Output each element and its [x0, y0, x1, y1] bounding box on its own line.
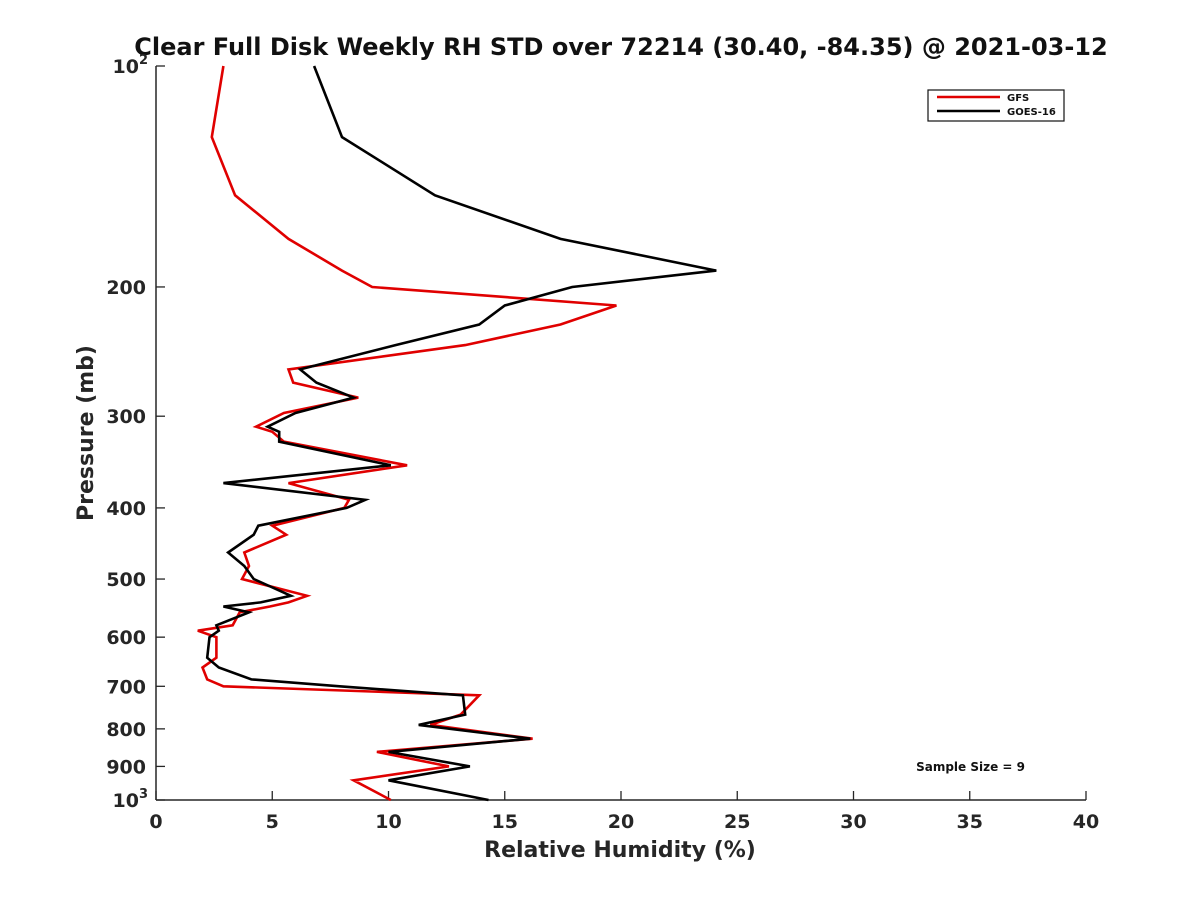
x-tick-label: 40: [1073, 811, 1099, 833]
x-tick-label: 20: [608, 811, 634, 833]
x-tick-label: 15: [492, 811, 518, 833]
legend-label-gfs: GFS: [1007, 93, 1029, 104]
x-tick-label: 30: [840, 811, 866, 833]
legend-box: [927, 89, 1065, 122]
plot-area: 0 5 10 15 20 25 30 35 40 102 200 300 400 500 600 700 800…: [106, 53, 1099, 833]
y-tick-label: 600: [106, 627, 146, 649]
x-tick-label: 25: [724, 811, 750, 833]
y-tick-label: 900: [106, 756, 146, 778]
y-tick-label: 500: [106, 569, 146, 591]
legend: GFS GOES-16: [937, 93, 1056, 118]
sample-size-annotation: Sample Size = 9: [916, 760, 1025, 774]
y-tick-label: 200: [106, 277, 146, 299]
x-tick-label: 35: [957, 811, 983, 833]
series-line-goes-16: [205, 65, 717, 802]
y-tick-label: 700: [106, 676, 146, 698]
y-tick-label: 103: [113, 787, 149, 812]
y-tick-label: 300: [106, 406, 146, 428]
y-tick-label: 400: [106, 498, 146, 520]
x-axis-label: Relative Humidity (%): [484, 838, 756, 863]
y-axis-label: Pressure (mb): [74, 345, 99, 521]
chart-title: Clear Full Disk Weekly RH STD over 72214…: [134, 33, 1107, 61]
x-tick-label: 0: [149, 811, 162, 833]
y-tick-label: 102: [113, 53, 149, 78]
y-tick-label: 800: [106, 719, 146, 741]
x-tick-label: 5: [266, 811, 279, 833]
x-tick-label: 10: [375, 811, 401, 833]
legend-label-goes-16: GOES-16: [1007, 107, 1056, 118]
series-line-gfs: [197, 65, 617, 802]
